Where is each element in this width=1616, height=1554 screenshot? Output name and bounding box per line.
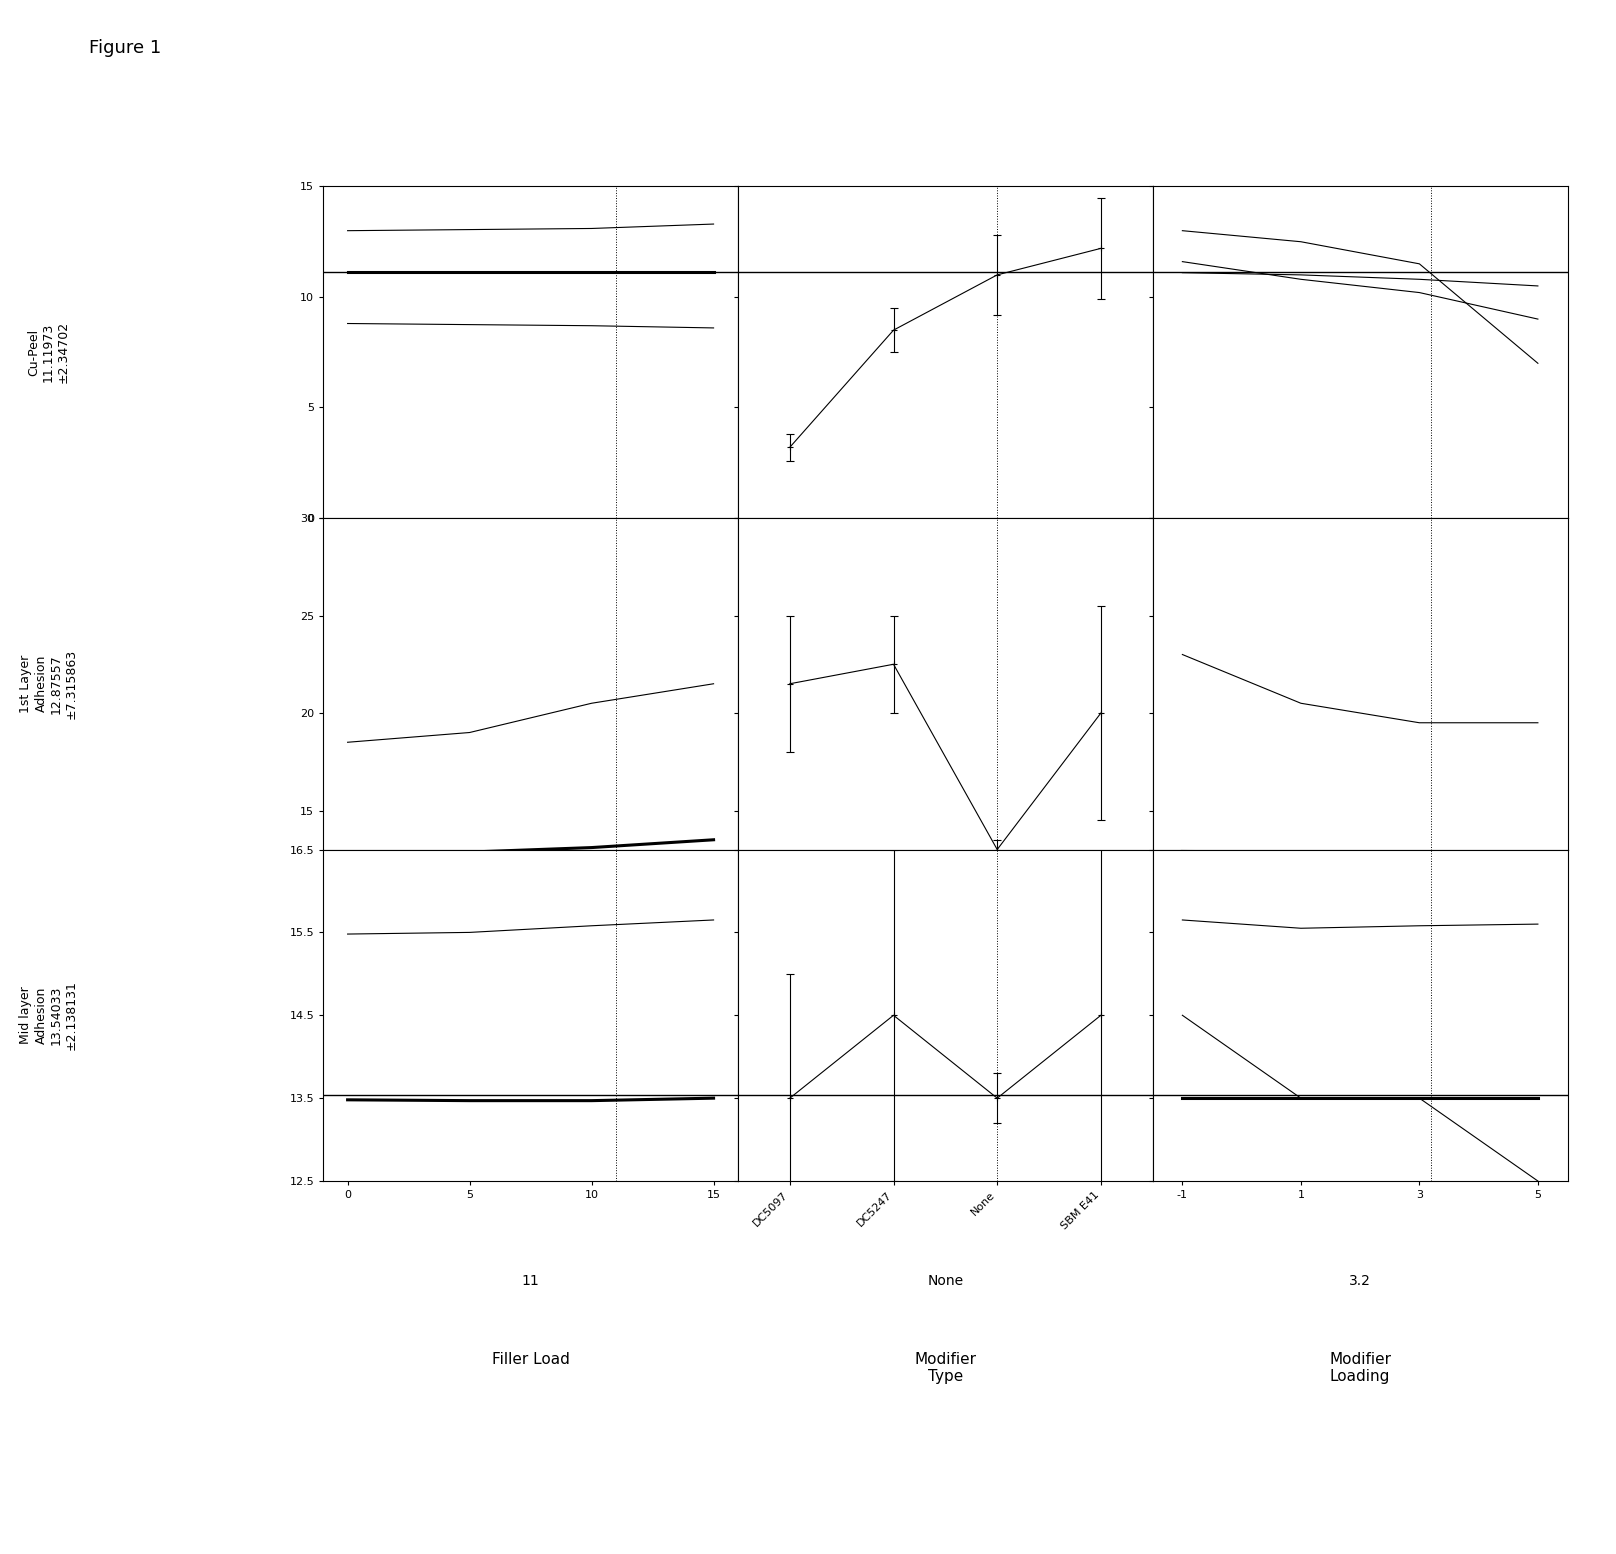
Text: Figure 1: Figure 1 [89, 39, 162, 57]
Text: 1st Layer
Adhesion
12.87557
±7.315863: 1st Layer Adhesion 12.87557 ±7.315863 [19, 648, 78, 720]
Text: Modifier
Loading: Modifier Loading [1328, 1352, 1391, 1385]
Text: 3.2: 3.2 [1349, 1274, 1370, 1288]
Text: 11: 11 [522, 1274, 540, 1288]
Text: Modifier
Type: Modifier Type [915, 1352, 976, 1385]
Text: Filler Load: Filler Load [491, 1352, 569, 1368]
Text: Mid layer
Adhesion
13.54033
±2.138131: Mid layer Adhesion 13.54033 ±2.138131 [19, 981, 78, 1051]
Text: Cu-Peel
11.11973
±2.34702: Cu-Peel 11.11973 ±2.34702 [27, 322, 69, 384]
Text: None: None [928, 1274, 963, 1288]
